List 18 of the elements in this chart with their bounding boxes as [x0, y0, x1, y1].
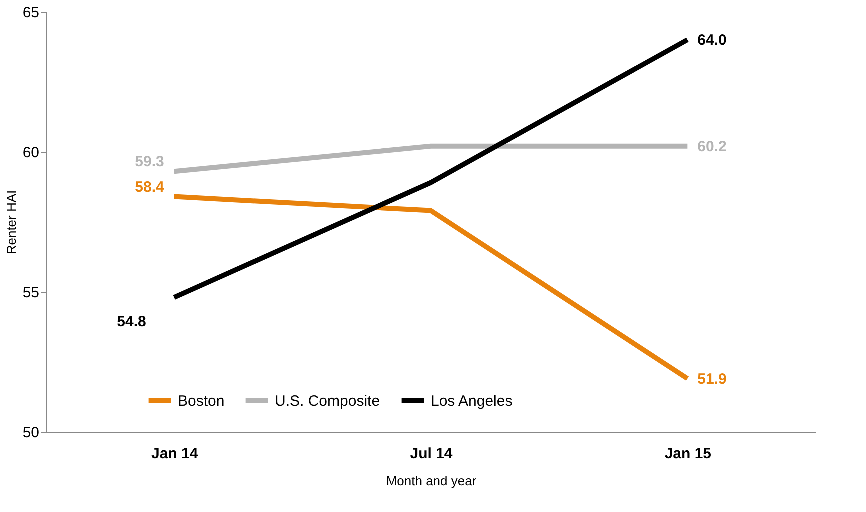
- x-tick-label: Jan 14: [151, 446, 199, 462]
- data-label: 59.3: [135, 154, 164, 171]
- y-tick-label: 60: [22, 144, 40, 162]
- data-label: 51.9: [698, 370, 727, 388]
- y-tick-label: 65: [22, 4, 40, 22]
- data-label: 54.8: [117, 314, 146, 331]
- y-tick-label: 50: [22, 424, 40, 442]
- x-tick-label: Jul 14: [410, 446, 454, 462]
- x-tick-label: Jan 15: [664, 446, 712, 462]
- legend-label: U.S. Composite: [275, 393, 380, 410]
- data-label: 64.0: [698, 32, 727, 49]
- data-label: 60.2: [698, 138, 727, 156]
- y-axis-title: Renter HAI: [4, 190, 19, 255]
- x-axis-title: Month and year: [386, 474, 478, 488]
- legend-label: Los Angeles: [431, 393, 513, 410]
- y-tick-label: 55: [22, 284, 40, 302]
- legend-label: Boston: [178, 393, 225, 410]
- data-label: 58.4: [135, 178, 165, 196]
